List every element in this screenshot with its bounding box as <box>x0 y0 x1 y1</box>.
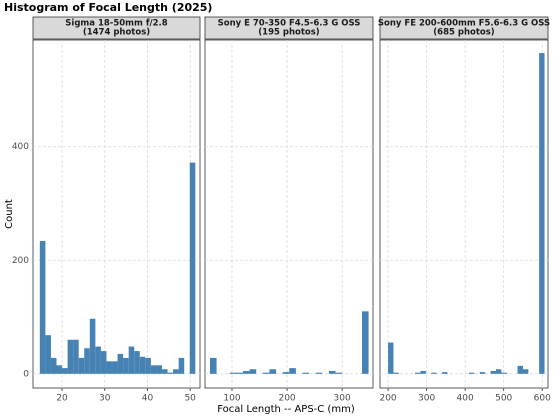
bar <box>145 357 151 374</box>
bar <box>117 353 124 374</box>
bar <box>84 348 90 374</box>
bar <box>289 368 296 374</box>
bar <box>167 372 174 374</box>
bar <box>178 357 185 374</box>
bar <box>388 342 394 374</box>
x-tick-label: 20 <box>56 394 68 404</box>
x-tick-label: 300 <box>334 394 351 404</box>
bar <box>106 361 113 374</box>
bar <box>128 346 135 374</box>
bar <box>73 339 79 374</box>
panel <box>204 39 374 389</box>
bar <box>100 351 107 374</box>
strip-label: (685 photos) <box>433 28 495 38</box>
y-tick-label: 0 <box>23 369 29 379</box>
strip-background <box>32 16 201 40</box>
bar <box>479 372 486 374</box>
strip-label: (195 photos) <box>258 28 320 38</box>
bar <box>282 372 290 374</box>
bar <box>209 357 217 374</box>
bar <box>112 361 118 374</box>
bar <box>442 372 448 374</box>
chart-title: Histogram of Focal Length (2025) <box>4 1 212 14</box>
bar <box>393 372 399 374</box>
bar <box>490 370 496 374</box>
bar <box>161 369 168 374</box>
bar <box>236 372 244 374</box>
bar <box>262 372 270 374</box>
bar <box>89 318 96 374</box>
bar <box>123 357 129 374</box>
bar <box>78 357 85 374</box>
bar <box>328 370 336 374</box>
strip-label: Sony E 70-350 F4.5-6.3 G OSS <box>218 19 361 29</box>
bar <box>517 365 523 374</box>
strip-background <box>379 16 549 40</box>
bar <box>134 351 140 374</box>
bar <box>315 372 323 374</box>
bar <box>139 356 146 374</box>
bar <box>539 53 545 374</box>
bar <box>39 240 46 374</box>
bar <box>243 370 250 374</box>
bar <box>67 339 74 374</box>
x-axis-title: Focal Length -- APS-C (mm) <box>217 404 355 415</box>
bar <box>420 370 426 374</box>
bar <box>415 372 421 374</box>
x-tick-label: 200 <box>278 394 295 404</box>
x-tick-label: 300 <box>418 394 435 404</box>
bar <box>269 369 277 374</box>
x-tick-label: 200 <box>379 394 396 404</box>
bar <box>522 369 529 374</box>
x-tick-label: 30 <box>99 394 111 404</box>
x-tick-label: 40 <box>142 394 154 404</box>
y-tick-label: 200 <box>12 256 29 266</box>
bar <box>335 372 343 374</box>
y-tick-label: 400 <box>12 142 29 152</box>
bar <box>95 346 101 374</box>
bar <box>249 369 257 374</box>
bar <box>361 311 369 374</box>
bar <box>150 365 157 374</box>
bar <box>62 368 68 374</box>
y-axis-title: Count <box>4 199 15 229</box>
bar <box>469 372 475 374</box>
bar <box>189 162 196 374</box>
x-tick-label: 600 <box>534 394 551 404</box>
bar <box>56 365 63 374</box>
bar <box>156 365 162 374</box>
strip-label: Sigma 18-50mm f/2.8 <box>65 19 167 29</box>
panel <box>32 39 201 389</box>
x-tick-label: 50 <box>184 394 196 404</box>
bar <box>50 357 57 374</box>
bar <box>501 372 507 374</box>
bar <box>229 372 237 374</box>
strip-background <box>204 16 374 40</box>
bar <box>431 372 437 374</box>
bar <box>45 335 51 374</box>
bar <box>173 369 179 374</box>
strip-label: Sony FE 200-600mm F5.6-6.3 G OSS <box>378 19 550 29</box>
x-tick-label: 500 <box>495 394 512 404</box>
bar <box>302 372 310 374</box>
strip-label: (1474 photos) <box>83 28 150 38</box>
panel <box>379 39 549 389</box>
bar <box>495 369 502 374</box>
x-tick-label: 400 <box>457 394 474 404</box>
x-tick-label: 100 <box>223 394 240 404</box>
